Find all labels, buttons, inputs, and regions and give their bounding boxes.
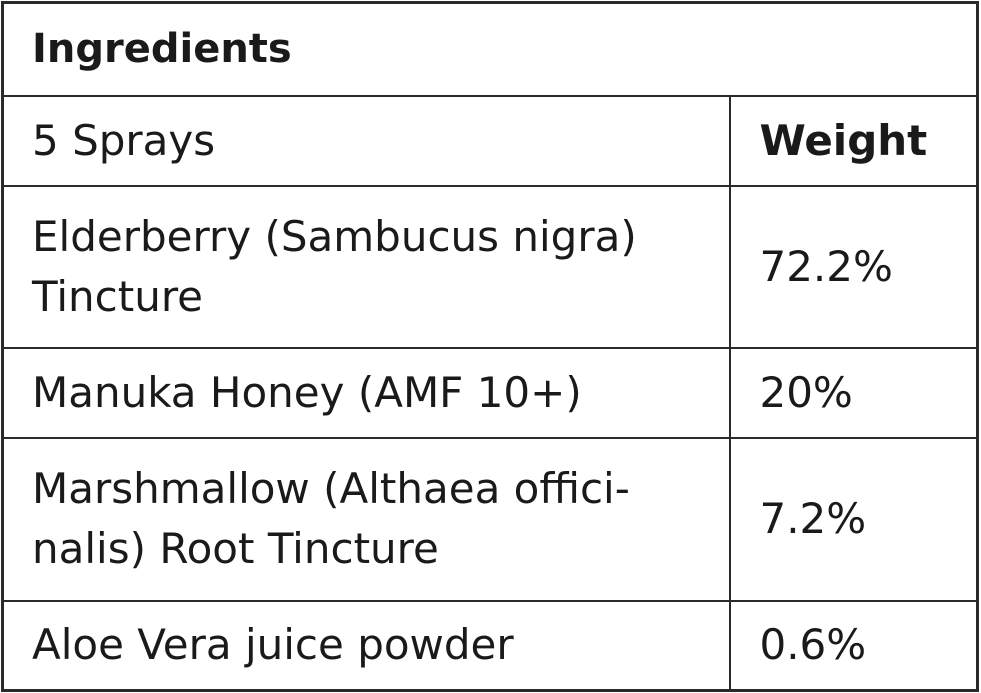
ingredient-line: Aloe Vera juice powder (32, 620, 514, 670)
ingredient-row: Marshmallow (Althaea offici-nalis) Root … (1, 436, 979, 602)
title-row: Ingredients (1, 1, 979, 97)
ingredient-line: Manuka Honey (AMF 10+) (32, 367, 582, 417)
ingredient-line: Elderberry (Sambucus nigra) (32, 211, 637, 261)
header-cell: 5 Sprays (1, 94, 732, 187)
ingredient-row: Manuka Honey (AMF 10+) 20% (1, 346, 979, 439)
ingredient-row: Aloe Vera juice powder 0.6% (1, 599, 979, 692)
header-row: 5 Sprays Weight (1, 94, 979, 187)
ingredient-cell: Marshmallow (Althaea offici-nalis) Root … (1, 436, 732, 602)
ingredient-row: Elderberry (Sambucus nigra) Tincture 72.2% (1, 184, 979, 349)
table-title: Ingredients (1, 1, 979, 97)
weight-cell: 0.6% (729, 599, 979, 692)
ingredient-line: nalis) Root Tincture (32, 524, 439, 573)
ingredient-cell: Aloe Vera juice powder (1, 599, 732, 692)
ingredient-line: Marshmallow (Althaea offici- (32, 464, 630, 513)
ingredient-cell: Elderberry (Sambucus nigra) Tincture (1, 184, 732, 349)
ingredient-cell: Manuka Honey (AMF 10+) (1, 346, 732, 439)
weight-cell: 20% (729, 346, 979, 439)
weight-cell: 7.2% (729, 436, 979, 602)
weight-cell: 72.2% (729, 184, 979, 349)
ingredient-line: Tincture (32, 271, 204, 321)
header-cell: Weight (729, 94, 979, 187)
